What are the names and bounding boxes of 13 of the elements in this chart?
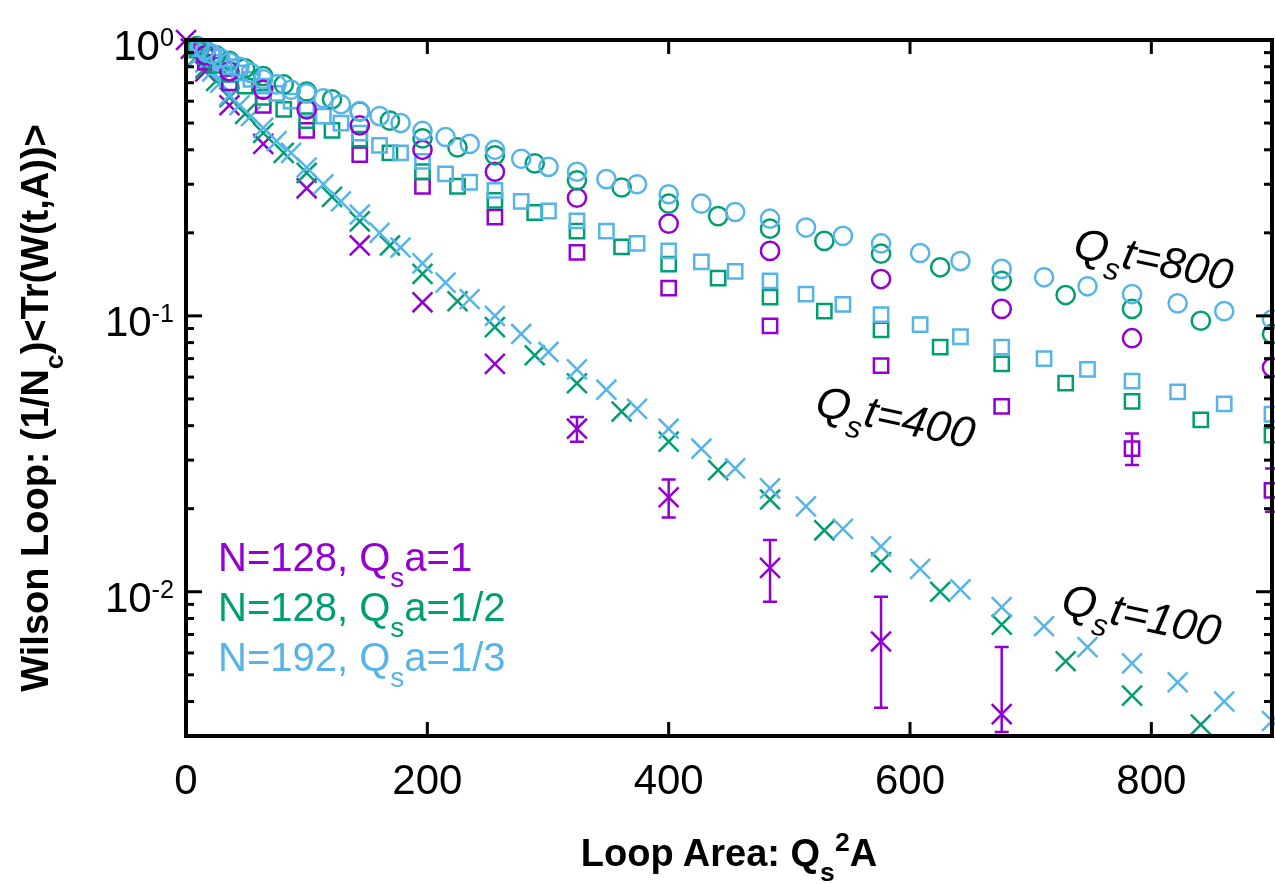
y-tick-label: 10$^{-2}$ (104, 573, 174, 621)
y-tick-label: 10$^{0}$ (113, 22, 174, 69)
x-tick-label: 0 (174, 756, 198, 803)
annotation: Q$_{s}$t=400 (811, 375, 981, 458)
y-tick-label: 10$^{-1}$ (104, 297, 174, 345)
annotation: Q$_{s}$t=100 (1057, 573, 1227, 656)
annotation: Q$_{s}$t=800 (1069, 217, 1239, 300)
x-tick-label: 600 (874, 756, 946, 803)
x-axis-title: Loop Area: Q$_{s}$$^{2}$A (580, 827, 878, 884)
x-tick-label: 400 (633, 756, 704, 803)
x-tick-label: 200 (392, 756, 463, 803)
text: N=128, Q$_{s}$a=1 (218, 535, 473, 593)
x-tick-label: 800 (1116, 756, 1187, 803)
